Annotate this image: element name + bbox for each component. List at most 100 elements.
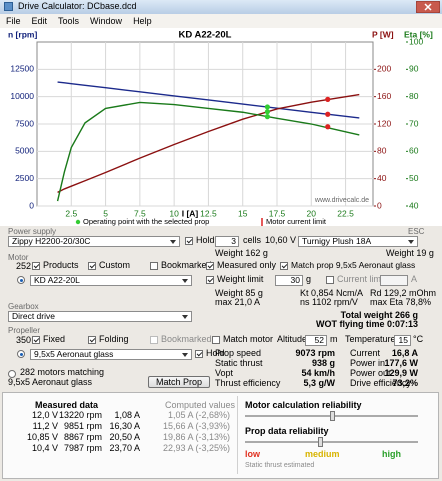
label: cells (243, 235, 262, 245)
x-tick-label: 2.5 (65, 208, 77, 218)
temperature-input[interactable]: 15 (394, 335, 411, 346)
measured-value: 12,0 V (31, 410, 58, 420)
result-value: 177,6 W (384, 358, 418, 368)
motor-spec: Kt 0,854 Ncm/A (300, 288, 364, 298)
checkbox[interactable] (32, 262, 40, 270)
checkbox-label: Folding (99, 334, 129, 344)
matching-prop: 9,5x5 Aeronaut glass (8, 377, 93, 387)
computed-value: 22,93 A (-3,25%) (162, 443, 230, 453)
altitude-input[interactable]: 52 (305, 335, 327, 346)
result-label: Power in (350, 358, 386, 368)
y-tick-label: 0 (29, 200, 34, 210)
checkbox[interactable] (88, 262, 96, 270)
y-tick-label: 7500 (15, 118, 34, 128)
slider-thumb[interactable] (330, 411, 335, 421)
checkbox-label: Measured only (217, 260, 277, 270)
y-tick-label: 40 (409, 200, 419, 210)
weight-limit-input[interactable]: 30 (275, 275, 303, 286)
menu-item[interactable]: Help (133, 15, 152, 26)
checkbox-label: Hold (206, 348, 225, 358)
gearbox-dropdown[interactable]: Direct drive (8, 311, 192, 322)
match-prop-button[interactable]: Match Prop (148, 376, 210, 388)
y-tick-label: 10000 (10, 91, 34, 101)
motor-spec: Weight 85 g (215, 288, 263, 298)
motor-spec: max Eta 78,8% (370, 297, 432, 307)
checkbox[interactable] (88, 336, 96, 344)
computed-title: Computed values (165, 400, 236, 410)
checkbox[interactable] (150, 336, 158, 344)
measured-value: 7987 rpm (63, 443, 102, 453)
motor-dropdown[interactable]: KD A22-20L (30, 275, 192, 286)
cells-input[interactable]: 3 (215, 236, 239, 247)
radio[interactable] (17, 350, 25, 358)
prop-dropdown[interactable]: 9,5x5 Aeronaut glass (30, 349, 192, 360)
measured-value: 8867 rpm (63, 432, 102, 442)
count: 252 (16, 261, 32, 271)
checkbox[interactable] (150, 262, 158, 270)
y-tick-label: 70 (409, 118, 419, 128)
slider-thumb[interactable] (318, 437, 323, 447)
marker (325, 124, 331, 130)
measured-value: 10,4 V (31, 443, 58, 453)
checkbox[interactable] (185, 237, 193, 245)
measured-value: 13220 rpm (58, 410, 102, 420)
x-tick-label: 5 (103, 208, 108, 218)
slider-track (245, 441, 418, 443)
x-tick-label: 12.5 (200, 208, 217, 218)
current-limit-input[interactable] (380, 275, 408, 286)
x-tick-label: 17.5 (269, 208, 286, 218)
flying-time: WOT flying time 0:07:13 (315, 319, 418, 329)
legend-label: Motor current limit (266, 217, 327, 226)
result-label: Static thrust (215, 358, 263, 368)
unit: A (411, 274, 418, 284)
checkbox[interactable] (326, 276, 334, 284)
reliability-note: Static thrust estimated (245, 462, 315, 469)
menu-item[interactable]: Edit (31, 15, 48, 26)
y-tick-label: 80 (409, 91, 419, 101)
checkbox[interactable] (195, 350, 203, 358)
measured-title: Measured data (35, 400, 99, 410)
checkbox-label: Current limit (337, 274, 386, 284)
checkbox[interactable] (280, 262, 288, 270)
reliability-label: Motor calculation reliability (245, 400, 362, 410)
radio[interactable] (8, 370, 16, 378)
divider (237, 396, 238, 474)
x-tick-label: 20 (307, 208, 317, 218)
checkbox[interactable] (206, 276, 214, 284)
scale-high: high (382, 449, 401, 459)
checkbox[interactable] (32, 336, 40, 344)
result-label: Current (350, 348, 381, 358)
result-label: Thrust efficiency (215, 378, 281, 388)
checkbox-label: Bookmarked (161, 334, 212, 344)
menu-item[interactable]: Tools (58, 15, 80, 26)
y2-axis-label: P [W] (372, 29, 394, 39)
result-value: 16,8 A (391, 348, 418, 358)
window-title: Drive Calculator: DCbase.dcd (18, 1, 137, 11)
line-series (57, 93, 360, 193)
result-value: 938 g (311, 358, 335, 368)
y-tick-label: 2500 (15, 173, 34, 183)
menu-item[interactable]: File (6, 15, 21, 26)
section-label: ESC (408, 227, 425, 236)
checkbox[interactable] (212, 336, 220, 344)
checkbox-label: Fixed (43, 334, 66, 344)
radio[interactable] (17, 276, 25, 284)
checkbox[interactable] (206, 262, 214, 270)
esc-dropdown[interactable]: Turnigy Plush 18A (298, 236, 418, 247)
computed-value: 15,66 A (-3,93%) (162, 421, 230, 431)
section-label: Gearbox (8, 302, 39, 311)
menu-item[interactable]: Window (90, 15, 123, 26)
motor-spec: max 21,0 A (215, 297, 261, 307)
result-value: 9073 rpm (295, 348, 335, 358)
checkbox-label: Custom (99, 260, 131, 270)
y-tick-label: 5000 (15, 146, 34, 156)
line-series (56, 101, 360, 202)
y-tick-label: 200 (377, 64, 391, 74)
app-icon (4, 2, 13, 11)
marker (325, 96, 331, 102)
x-tick-label: 22.5 (337, 208, 354, 218)
battery-dropdown[interactable]: Zippy H2200-20/30C (8, 236, 180, 247)
measured-value: 9851 rpm (63, 421, 102, 431)
close-button[interactable] (416, 1, 440, 13)
y-tick-label: 12500 (10, 64, 34, 74)
